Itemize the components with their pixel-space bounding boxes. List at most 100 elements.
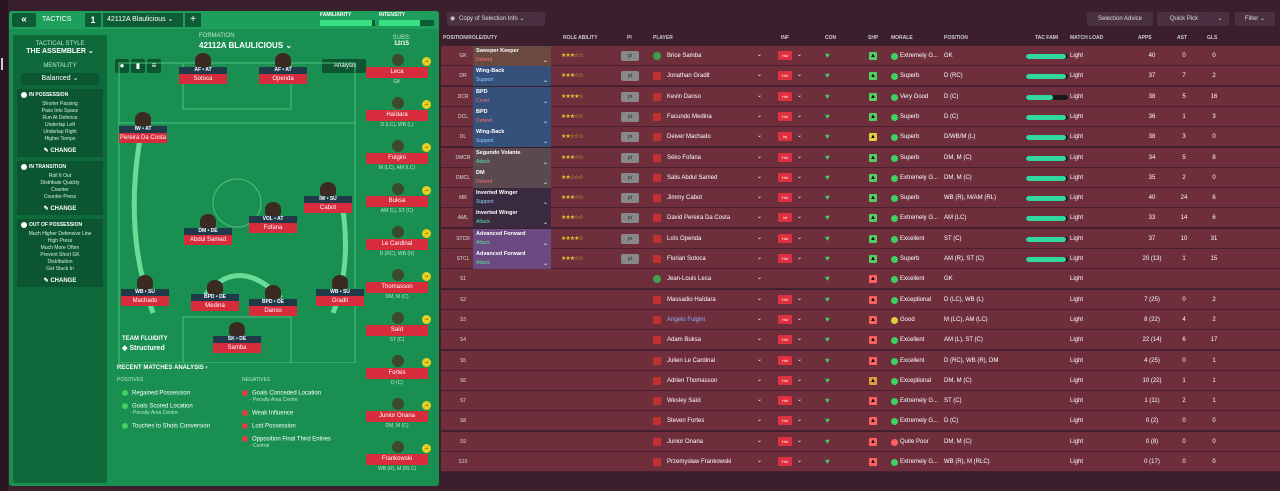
col-position[interactable]: POSITION	[944, 35, 968, 41]
role-duty-select[interactable]: DM Defend ⌄	[473, 167, 551, 188]
swap-arrow-icon[interactable]: →	[422, 229, 431, 238]
col-matchload[interactable]: MATCH LOAD	[1070, 35, 1104, 41]
pitch-player[interactable]: WB • SU Machado	[121, 275, 169, 309]
player-instructions-button[interactable]: pi	[621, 71, 639, 82]
pitch-player[interactable]: IW • AT Pereira Da Costa	[119, 112, 167, 146]
formation-select[interactable]: 42112A BLAULICIOUS ⌄	[199, 41, 293, 50]
filter-button[interactable]: Filter ⌄	[1235, 12, 1275, 26]
player-name[interactable]: Julien Le Cardinal	[667, 357, 716, 364]
pitch-player[interactable]: SK • DE Samba	[213, 322, 261, 356]
table-row[interactable]: S5 Julien Le Cardinal ⌄ Hol ⌄ ♥ ▲ Excellent D (R…	[441, 350, 1280, 371]
player-name[interactable]: Adam Buksa	[667, 337, 702, 344]
player-name[interactable]: Florian Sotoca	[667, 256, 706, 262]
sub-player[interactable]: → Frankowski WB (R), M (RLC)	[366, 441, 434, 476]
role-duty-select[interactable]: Inverted Winger Attack ⌄	[473, 208, 551, 229]
table-row[interactable]: S9 Junior Onana ⌄ Hol ⌄ ♥ ▲ Quite Poor DM, M (C)…	[441, 431, 1280, 452]
player-name[interactable]: Wesley Saïd	[667, 398, 701, 405]
col-con[interactable]: CON	[825, 35, 837, 41]
swap-arrow-icon[interactable]: →	[422, 57, 431, 66]
table-row[interactable]: DCR BPD Cover ⌄ ★★★★☆ pi Kevin Danso ⌄ Hol ⌄ ♥ ▲ Ver…	[441, 86, 1280, 107]
player-name[interactable]: Deiver Machado	[667, 134, 711, 141]
player-name[interactable]: Angelo Fulgini	[667, 316, 706, 323]
swap-arrow-icon[interactable]: →	[422, 100, 431, 109]
role-duty-select[interactable]: Segundo Volante Attack ⌄	[473, 147, 551, 168]
player-name[interactable]: Przemysław Frankowski	[667, 459, 732, 465]
player-name[interactable]: Brice Samba	[667, 53, 702, 59]
player-name[interactable]: Séko Fofana	[667, 154, 702, 161]
collapse-button[interactable]: «	[12, 13, 36, 27]
player-name[interactable]: Facundo Medina	[667, 113, 712, 120]
table-row[interactable]: GK Sweeper Keeper Defend ⌄ ★★★☆☆ pi Brice Samb…	[441, 46, 1280, 66]
col-shp[interactable]: SHP	[868, 35, 879, 41]
recent-matches-link[interactable]: RECENT MATCHES ANALYSIS ›	[117, 365, 208, 371]
table-row[interactable]: S4 Adam Buksa ⌄ Hol ⌄ ♥ ▲ Excellent AM (L), ST (…	[441, 330, 1280, 351]
col-tacfam[interactable]: TAC FAMI	[1035, 35, 1059, 41]
col-posrole[interactable]: POSITION/ROLE/DUTY	[443, 35, 498, 41]
pitch-player[interactable]: DM • DE Abdul Samed	[184, 214, 232, 248]
table-row[interactable]: S7 Wesley Saïd ⌄ Hol ⌄ ♥ ▲ Extremely G... ST (C)…	[441, 391, 1280, 412]
table-row[interactable]: MR Inverted Winger Support ⌄ ★★★☆☆ pi Jimmy Ca…	[441, 188, 1280, 209]
role-duty-select[interactable]: Advanced Forward Attack ⌄	[473, 249, 551, 269]
sub-player[interactable]: → Buksa AM (L), ST (C)	[366, 183, 434, 218]
role-duty-select[interactable]: Wing-Back Support ⌄	[473, 66, 551, 87]
player-name[interactable]: Steven Fortes	[667, 418, 705, 425]
player-name[interactable]: Jean-Louis Leca	[667, 276, 712, 283]
player-instructions-button[interactable]: pi	[621, 254, 639, 264]
sub-player[interactable]: → Leca GK	[366, 54, 434, 89]
pitch-player[interactable]: IW • SU Cabot	[304, 182, 352, 216]
sub-player[interactable]: → Le Cardinal D (RC), WB (R)	[366, 226, 434, 261]
table-row[interactable]: S10 Przemysław Frankowski ⌄ Hol ⌄ ♥ ▲ Extremely…	[441, 452, 1280, 472]
table-row[interactable]: DCL BPD Defend ⌄ ★★★☆☆ pi Facundo Medina ⌄ Hol ⌄ ♥…	[441, 106, 1280, 127]
player-instructions-button[interactable]: pi	[621, 152, 639, 163]
player-name[interactable]: Adrien Thomasson	[667, 377, 718, 384]
table-row[interactable]: AML Inverted Winger Attack ⌄ ★★★☆☆ pi David Pe…	[441, 208, 1280, 229]
role-duty-select[interactable]: BPD Cover ⌄	[473, 86, 551, 107]
role-duty-select[interactable]: Wing-Back Support ⌄	[473, 127, 551, 148]
table-row[interactable]: DMCR Segundo Volante Attack ⌄ ★★★☆☆ pi Séko Fo…	[441, 147, 1280, 168]
col-ability[interactable]: ROLE ABILITY	[563, 35, 598, 41]
player-instructions-button[interactable]: pi	[621, 111, 639, 122]
role-duty-select[interactable]: Advanced Forward Attack ⌄	[473, 228, 551, 249]
col-gls[interactable]: GLS	[1207, 35, 1218, 41]
sub-player[interactable]: → Thomasson DM, M (C)	[366, 269, 434, 304]
change-out-of-possession-button[interactable]: ✎ CHANGE	[43, 278, 77, 284]
sub-player[interactable]: → Fulgini M (LC), AM (LC)	[366, 140, 434, 175]
player-instructions-button[interactable]: pi	[621, 91, 639, 102]
table-row[interactable]: S6 Adrien Thomasson ⌄ Hol ⌄ ♥ ▲ Exceptional DM, …	[441, 370, 1280, 391]
sub-player[interactable]: → Haïdara D (LC), WB (L)	[366, 97, 434, 132]
change-in-transition-button[interactable]: ✎ CHANGE	[43, 206, 77, 212]
player-name[interactable]: Junior Onana	[667, 438, 704, 445]
col-apps[interactable]: APPS	[1138, 35, 1152, 41]
tactic-slot[interactable]: 1	[85, 13, 101, 27]
selection-advice-button[interactable]: Selection Advice	[1087, 12, 1153, 26]
tactic-select[interactable]: 42112A Blaulicious ⌄	[103, 13, 183, 27]
change-in-possession-button[interactable]: ✎ CHANGE	[43, 148, 77, 154]
pitch-player[interactable]: AF • AT Openda	[259, 53, 307, 87]
add-tactic-button[interactable]: +	[185, 13, 201, 27]
swap-arrow-icon[interactable]: →	[422, 143, 431, 152]
role-duty-select[interactable]: BPD Defend ⌄	[473, 106, 551, 127]
table-row[interactable]: STCL Advanced Forward Attack ⌄ ★★★☆☆ pi Floria…	[441, 249, 1280, 269]
col-pi[interactable]: PI	[627, 35, 632, 41]
role-duty-select[interactable]: Inverted Winger Support ⌄	[473, 188, 551, 209]
col-ast[interactable]: AST	[1177, 35, 1187, 41]
player-instructions-button[interactable]: pi	[621, 233, 639, 244]
table-row[interactable]: DL Wing-Back Support ⌄ ★★☆☆☆ pi Deiver Machado…	[441, 127, 1280, 148]
sub-player[interactable]: → Saïd ST (C)	[366, 312, 434, 347]
swap-arrow-icon[interactable]: →	[422, 186, 431, 195]
player-name[interactable]: Salis Abdul Samed	[667, 174, 718, 181]
player-name[interactable]: Jimmy Cabot	[667, 195, 703, 202]
pitch-player[interactable]: VOL • AT Fofana	[249, 202, 297, 236]
swap-arrow-icon[interactable]: →	[422, 315, 431, 324]
swap-arrow-icon[interactable]: →	[422, 401, 431, 410]
player-instructions-button[interactable]: pi	[621, 213, 639, 224]
mentality-select[interactable]: Balanced ⌄	[21, 73, 99, 85]
player-instructions-button[interactable]: pi	[621, 193, 639, 204]
player-name[interactable]: Kevin Danso	[667, 93, 702, 100]
table-row[interactable]: S3 Angelo Fulgini ⌄ Hol ⌄ ♥ ▲ Good M (LC), AM (L…	[441, 309, 1280, 330]
pitch-player[interactable]: WB • SU Gradit	[316, 275, 364, 309]
pitch-player[interactable]: BPD • DE Medina	[191, 280, 239, 314]
table-row[interactable]: S1 Jean-Louis Leca ⌄ ♥ ▲ Excellent GK Light	[441, 269, 1280, 290]
sub-player[interactable]: → Fortes D (C)	[366, 355, 434, 390]
table-row[interactable]: S8 Steven Fortes ⌄ Hol ⌄ ♥ ▲ Extremely G... D (C…	[441, 411, 1280, 432]
